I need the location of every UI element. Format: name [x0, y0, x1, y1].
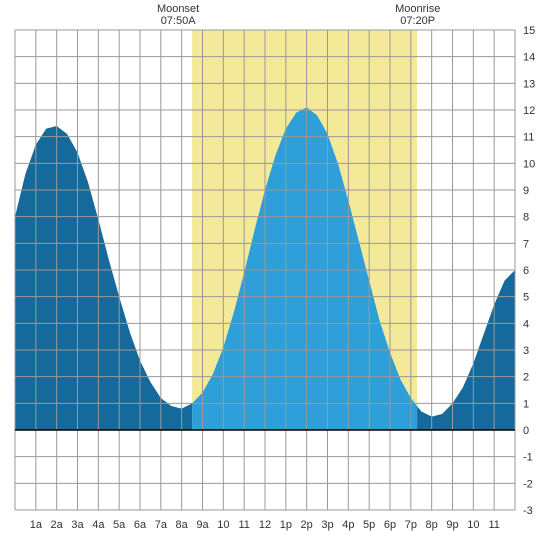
- x-tick-label: 11: [488, 519, 499, 531]
- y-tick-label: 1: [523, 398, 529, 410]
- y-tick-label: 7: [523, 238, 529, 250]
- annotation-time: 07:50A: [161, 15, 197, 27]
- annotation-time: 07:20P: [400, 15, 435, 27]
- x-tick-label: 5p: [363, 519, 375, 531]
- x-tick-label: 1p: [280, 519, 292, 531]
- x-tick-label: 10: [217, 519, 229, 531]
- x-tick-label: 8a: [176, 519, 189, 531]
- y-tick-label: 8: [523, 212, 529, 224]
- y-tick-label: 3: [523, 345, 529, 357]
- x-tick-label: 5a: [113, 519, 126, 531]
- chart-svg: -3-2-101234567891011121314151a2a3a4a5a6a…: [0, 0, 550, 550]
- y-tick-label: 15: [523, 25, 535, 37]
- y-tick-label: 2: [523, 372, 529, 384]
- y-tick-label: -3: [523, 505, 533, 517]
- y-tick-label: 10: [523, 158, 535, 170]
- y-tick-label: 5: [523, 292, 529, 304]
- annotation-label: Moonrise: [395, 3, 440, 15]
- x-tick-label: 10: [467, 519, 479, 531]
- x-tick-label: 4p: [342, 519, 354, 531]
- x-tick-label: 12: [259, 519, 271, 531]
- x-tick-label: 4a: [92, 519, 105, 531]
- x-tick-label: 9a: [196, 519, 209, 531]
- x-tick-label: 8p: [426, 519, 438, 531]
- y-tick-label: 9: [523, 185, 529, 197]
- y-tick-label: -1: [523, 452, 533, 464]
- y-tick-label: 6: [523, 265, 529, 277]
- x-tick-label: 3a: [71, 519, 84, 531]
- y-tick-label: 4: [523, 318, 529, 330]
- tide-chart: -3-2-101234567891011121314151a2a3a4a5a6a…: [0, 0, 550, 550]
- x-tick-label: 11: [238, 519, 249, 531]
- x-tick-label: 3p: [321, 519, 333, 531]
- y-tick-label: -2: [523, 478, 533, 490]
- y-tick-label: 0: [523, 425, 529, 437]
- x-tick-label: 1a: [30, 519, 43, 531]
- x-tick-label: 9p: [446, 519, 458, 531]
- x-tick-label: 6a: [134, 519, 147, 531]
- y-tick-label: 12: [523, 105, 535, 117]
- y-tick-label: 13: [523, 78, 535, 90]
- annotation-label: Moonset: [157, 3, 199, 15]
- x-tick-label: 2a: [51, 519, 64, 531]
- y-tick-label: 11: [523, 132, 534, 144]
- x-tick-label: 6p: [384, 519, 396, 531]
- x-tick-label: 7p: [405, 519, 417, 531]
- x-tick-label: 2p: [301, 519, 313, 531]
- x-tick-label: 7a: [155, 519, 168, 531]
- y-tick-label: 14: [523, 52, 535, 64]
